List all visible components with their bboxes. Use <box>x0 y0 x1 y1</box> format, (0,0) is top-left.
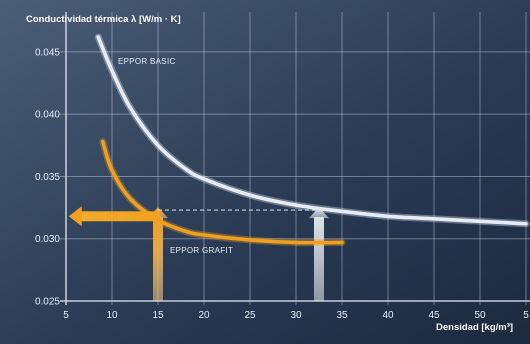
horizontal-arrow <box>68 206 161 227</box>
series-line-1 <box>101 139 344 245</box>
x-tick-label: 30 <box>290 310 302 321</box>
x-tick-label: 20 <box>198 310 210 321</box>
y-tick-label: 0.025 <box>35 297 60 308</box>
x-tick-label: 15 <box>152 310 164 321</box>
y-tick-label: 0.045 <box>35 47 60 58</box>
series-line-0 <box>96 35 528 226</box>
x-tick-label: 5 <box>523 310 529 321</box>
y-tick-label: 0.040 <box>35 110 60 121</box>
series-label-grafit: EPPOR GRAFIT <box>170 246 233 255</box>
x-tick-label: 45 <box>428 310 440 321</box>
x-tick-label: 10 <box>106 310 118 321</box>
y-axis-title: Conductividad térmica λ [W/m · K] <box>26 14 181 25</box>
x-tick-label: 25 <box>244 310 256 321</box>
x-tick-label: 5 <box>63 310 69 321</box>
x-tick-label: 50 <box>474 310 486 321</box>
y-tick-label: 0.035 <box>35 172 60 183</box>
y-tick-label: 0.030 <box>35 234 60 245</box>
series-label-basic: EPPOR BASIC <box>118 57 176 66</box>
vertical-arrow <box>309 207 329 301</box>
x-tick-label: 40 <box>382 310 394 321</box>
x-axis-title: Densidad [kg/m³] <box>436 322 513 333</box>
x-tick-label: 35 <box>336 310 348 321</box>
